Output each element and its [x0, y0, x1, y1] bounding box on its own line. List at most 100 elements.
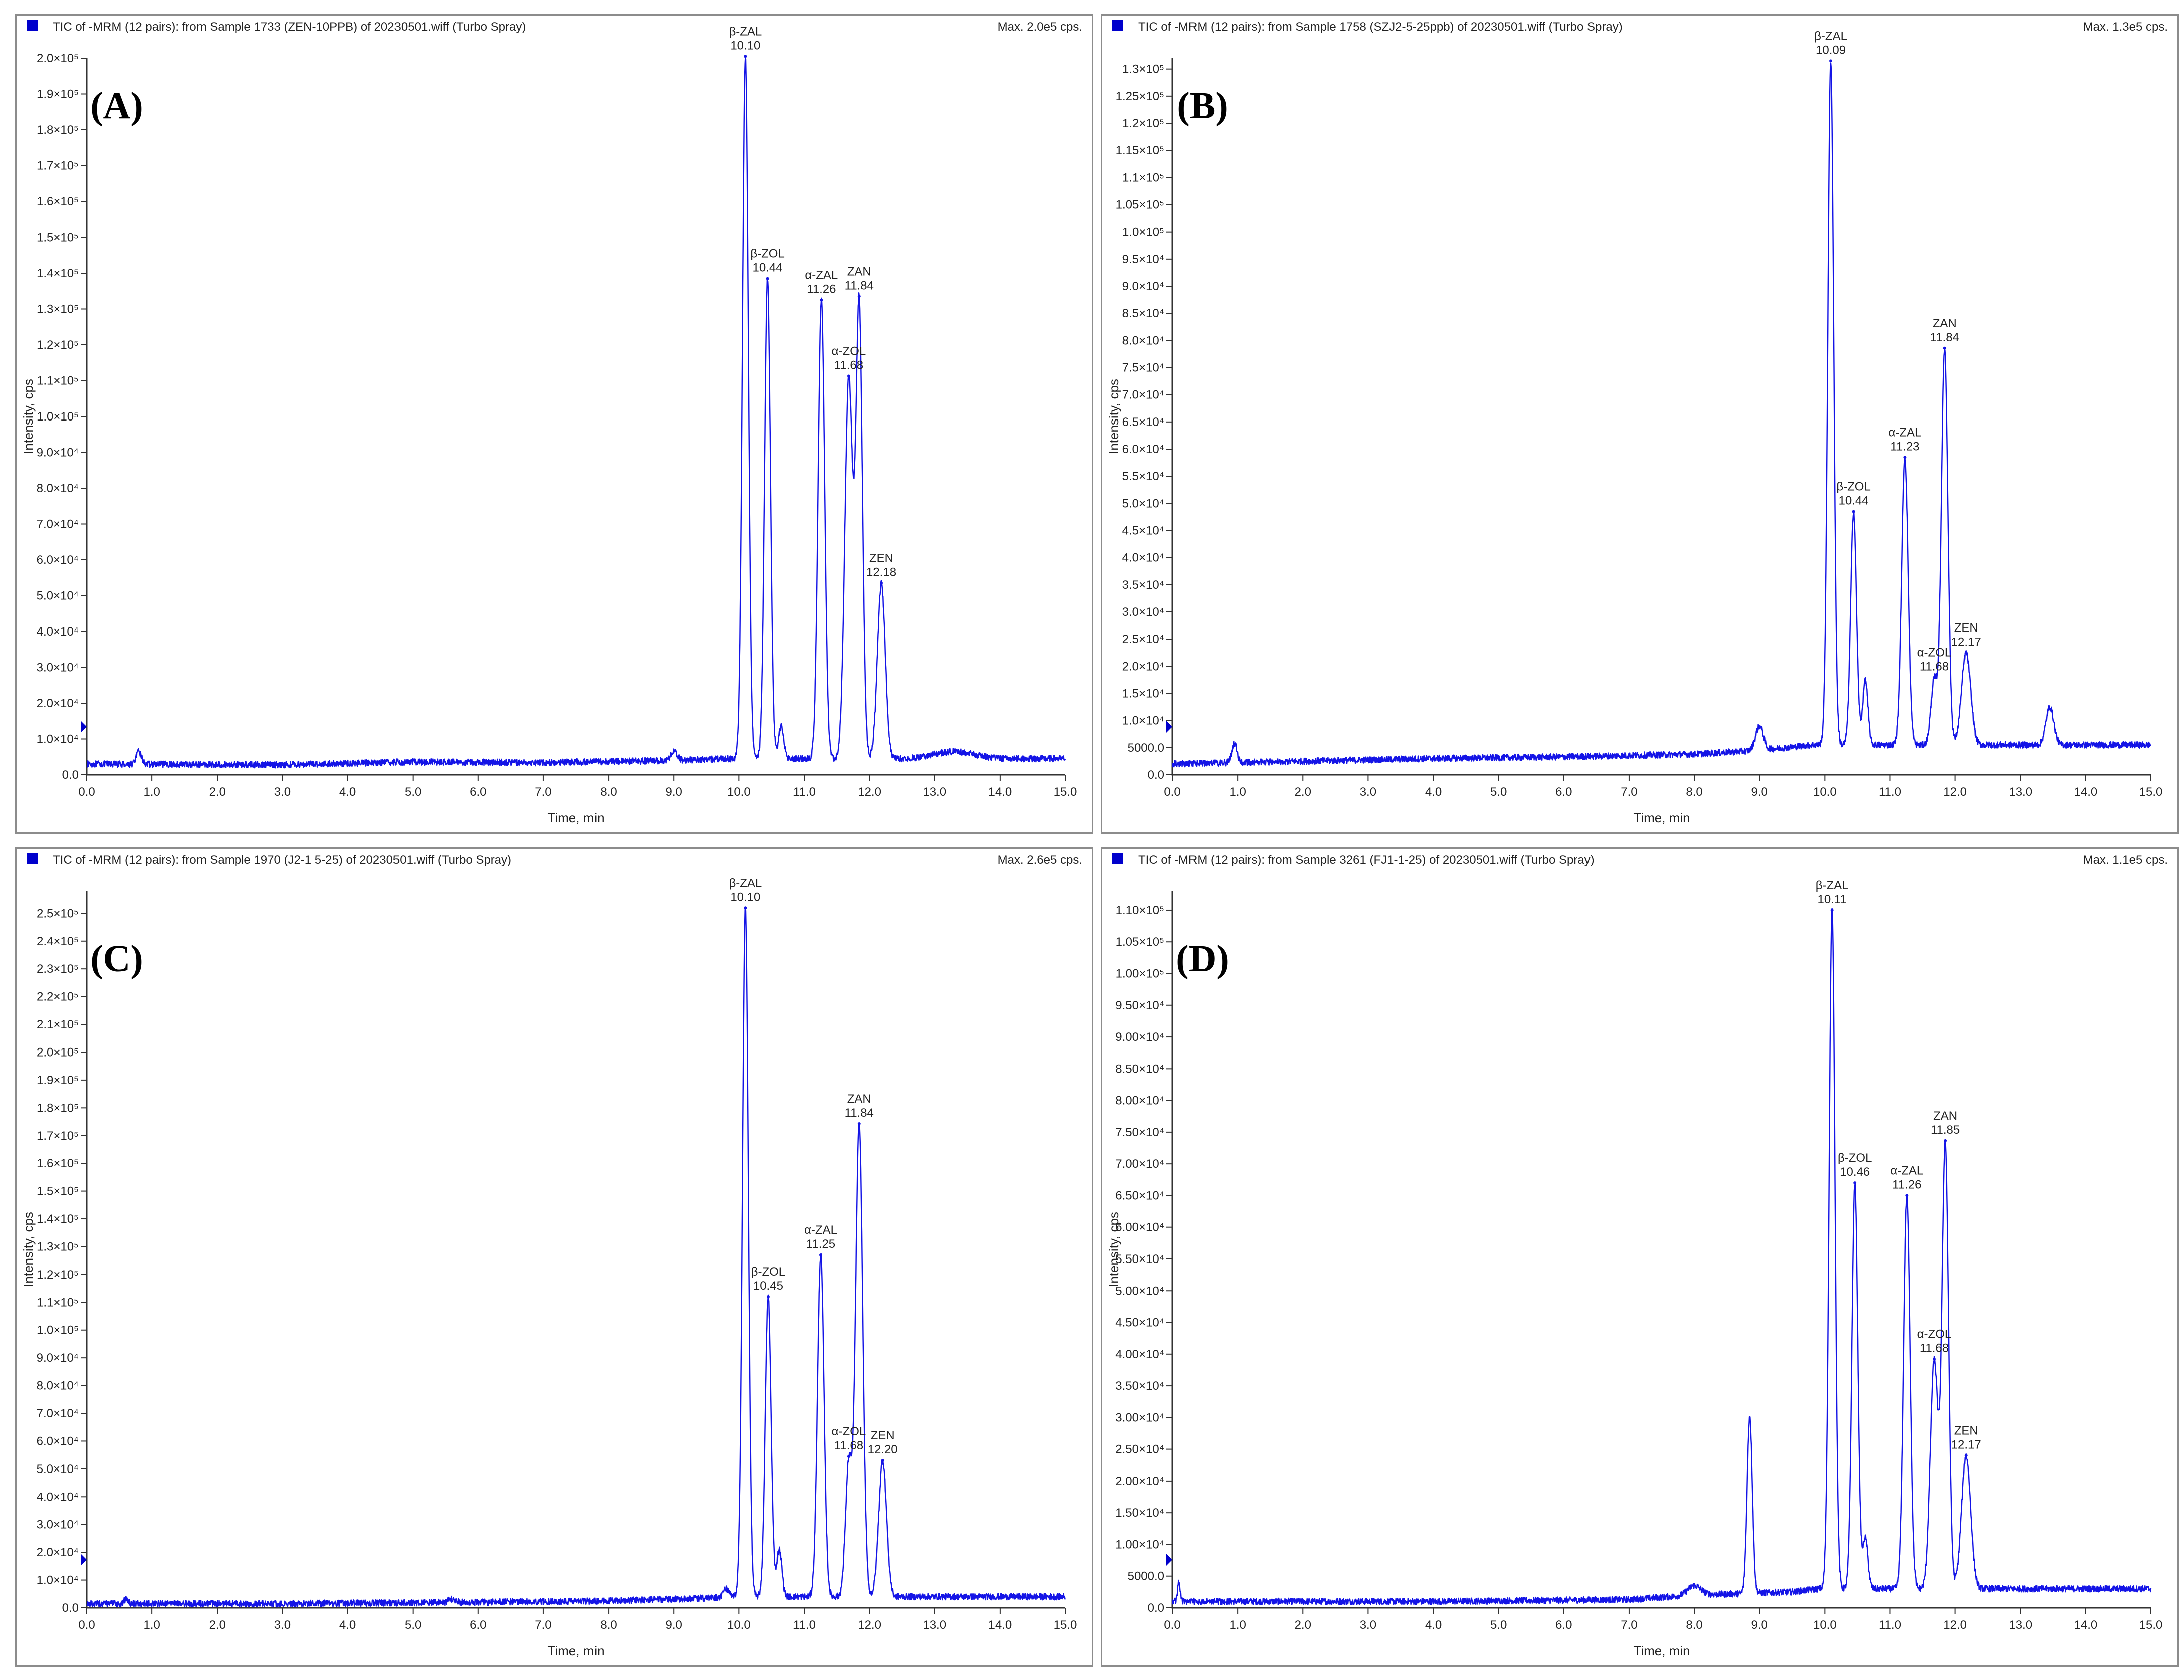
y-tick-label: 6.00×10⁴	[1115, 1221, 1164, 1234]
y-tick-label: 2.1×10⁵	[37, 1018, 79, 1031]
x-axis-title: Time, min	[547, 810, 604, 825]
y-axis-title: Intensity, cps	[21, 1212, 36, 1287]
y-tick-label: 1.00×10⁵	[1116, 967, 1164, 981]
chart-header: TIC of -MRM (12 pairs): from Sample 1970…	[53, 853, 511, 867]
peak-rt-label: 11.85	[1931, 1123, 1960, 1137]
axes	[86, 891, 1065, 1609]
chromatogram-trace	[1171, 62, 2151, 768]
y-tick-label: 8.0×10⁴	[37, 1379, 79, 1393]
chromatogram-panel-c: TIC of -MRM (12 pairs): from Sample 1970…	[15, 847, 1093, 1667]
chart-svg: TIC of -MRM (12 pairs): from Sample 3261…	[1106, 853, 2168, 1658]
x-tick-label: 8.0	[600, 785, 617, 799]
peak-apex	[1905, 1194, 1909, 1197]
x-tick-label: 14.0	[988, 785, 1012, 799]
y-tick-label: 2.0×10⁴	[1122, 660, 1164, 673]
y-tick-label: 1.5×10⁴	[1122, 687, 1164, 701]
peak-rt-label: 11.84	[1930, 331, 1959, 344]
y-tick-label: 5.5×10⁴	[1122, 470, 1164, 483]
peak-apex	[881, 1459, 884, 1462]
y-tick-label: 9.50×10⁴	[1115, 999, 1164, 1012]
x-tick-label: 12.0	[858, 1618, 881, 1632]
peak-rt-label: 12.17	[1951, 635, 1981, 649]
y-tick-label: 0.0	[62, 768, 79, 782]
y-tick-label: 1.8×10⁵	[37, 123, 79, 137]
peak-apex	[880, 581, 883, 585]
y-tick-label: 1.9×10⁵	[37, 88, 79, 101]
y-tick-label: 1.0×10⁵	[37, 410, 79, 424]
y-tick-label: 2.3×10⁵	[37, 962, 79, 976]
y-tick-label: 1.4×10⁵	[37, 1212, 79, 1226]
peak-rt-label: 11.26	[807, 283, 836, 296]
y-tick-label: 9.00×10⁴	[1115, 1030, 1164, 1044]
axis-marker-icon	[81, 1554, 87, 1566]
panel-letter: (D)	[1176, 938, 1229, 980]
peak-name-label: α-ZOL	[1917, 1328, 1952, 1341]
y-tick-label: 7.0×10⁴	[37, 1407, 79, 1420]
y-tick-label: 4.0×10⁴	[1122, 551, 1164, 565]
x-axis-title: Time, min	[1633, 1643, 1690, 1658]
y-tick-label: 1.0×10⁴	[1122, 714, 1164, 728]
chromatogram-panel-d: TIC of -MRM (12 pairs): from Sample 3261…	[1101, 847, 2179, 1667]
y-tick-label: 1.2×10⁵	[37, 338, 79, 352]
y-tick-label: 5.00×10⁴	[1115, 1284, 1164, 1298]
y-tick-label: 3.0×10⁴	[37, 1518, 79, 1532]
x-tick-label: 3.0	[274, 1618, 291, 1632]
peak-name-label: α-ZAL	[804, 1223, 837, 1237]
y-tick-label: 6.0×10⁴	[1122, 443, 1164, 456]
y-tick-label: 1.1×10⁵	[37, 374, 79, 388]
peak-name-label: β-ZAL	[1814, 29, 1847, 43]
x-tick-label: 6.0	[470, 1618, 486, 1632]
peak-apex	[1903, 456, 1907, 459]
y-tick-label: 4.00×10⁴	[1115, 1348, 1164, 1361]
peak-name-label: α-ZOL	[832, 1425, 866, 1438]
peak-name-label: ZEN	[1954, 1424, 1978, 1437]
peak-name-label: β-ZOL	[1836, 480, 1870, 494]
peak-apex	[1852, 510, 1855, 513]
peak-rt-label: 12.17	[1951, 1438, 1981, 1451]
panel-letter: (A)	[90, 85, 143, 127]
peak-rt-label: 10.10	[730, 890, 760, 904]
x-tick-label: 3.0	[1360, 1618, 1376, 1632]
x-tick-label: 12.0	[1943, 1618, 1967, 1632]
peak-name-label: β-ZOL	[1838, 1151, 1872, 1165]
y-tick-label: 3.00×10⁴	[1115, 1411, 1164, 1424]
axis-marker-icon	[81, 721, 87, 733]
peak-apex	[766, 1295, 770, 1299]
peak-apex	[1964, 1454, 1968, 1457]
peak-name-label: ZEN	[871, 1429, 895, 1442]
x-tick-label: 13.0	[2009, 785, 2032, 799]
y-tick-label: 6.0×10⁴	[37, 1434, 79, 1448]
peak-apex	[1853, 1181, 1857, 1185]
y-tick-label: 2.50×10⁴	[1115, 1443, 1164, 1456]
y-tick-label: 2.0×10⁴	[37, 697, 79, 710]
axes	[1171, 58, 2151, 776]
peak-apex	[1943, 346, 1946, 350]
peak-rt-label: 11.84	[845, 279, 874, 292]
y-tick-label: 1.5×10⁵	[37, 1185, 79, 1198]
y-tick-label: 1.4×10⁵	[37, 267, 79, 280]
x-axis-title: Time, min	[1633, 810, 1690, 825]
peak-name-label: ZAN	[847, 265, 871, 278]
peak-rt-label: 11.68	[1920, 660, 1949, 674]
peak-name-label: α-ZAL	[1888, 426, 1921, 439]
y-tick-label: 1.05×10⁵	[1116, 198, 1164, 212]
peak-apex	[857, 295, 861, 298]
y-tick-label: 7.0×10⁴	[37, 518, 79, 531]
peak-apex	[847, 374, 850, 378]
x-tick-label: 11.0	[793, 1618, 816, 1632]
panel-letter: (C)	[90, 938, 143, 980]
y-tick-label: 1.9×10⁵	[37, 1074, 79, 1087]
x-tick-label: 15.0	[2139, 785, 2163, 799]
max-intensity-label: Max. 1.1e5 cps.	[2083, 853, 2168, 867]
legend-marker-icon	[27, 853, 38, 864]
y-tick-label: 2.0×10⁵	[37, 1045, 79, 1059]
peak-name-label: ZEN	[869, 551, 893, 565]
y-tick-label: 1.00×10⁴	[1115, 1538, 1164, 1551]
y-tick-label: 6.5×10⁴	[1122, 415, 1164, 429]
x-tick-label: 13.0	[923, 785, 946, 799]
legend-marker-icon	[1112, 20, 1123, 31]
y-tick-label: 1.0×10⁴	[37, 733, 79, 746]
y-tick-label: 4.50×10⁴	[1115, 1316, 1164, 1330]
y-tick-label: 1.2×10⁵	[1122, 117, 1164, 130]
x-tick-label: 11.0	[793, 785, 816, 799]
